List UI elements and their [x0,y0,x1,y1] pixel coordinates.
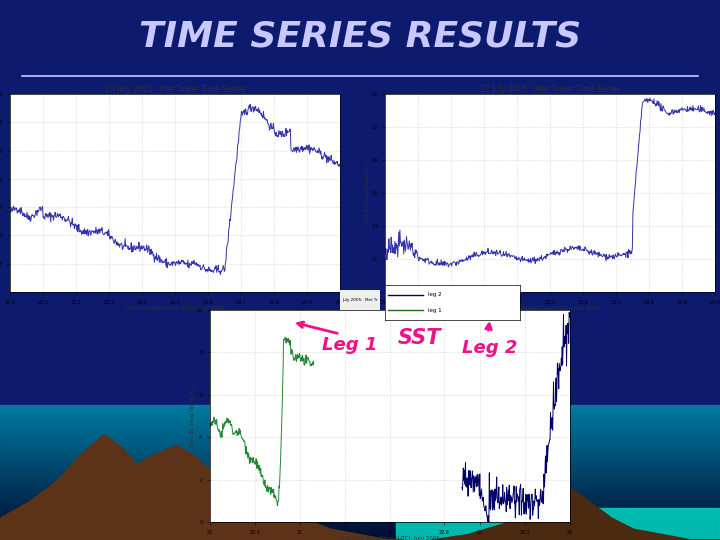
Bar [0,407,720,408]
Polygon shape [0,435,403,540]
Bar [0,469,720,471]
Bar [396,508,720,540]
Bar [0,484,720,486]
Text: July 2005:  Met Tr: July 2005: Met Tr [342,298,377,302]
Bar [0,516,720,518]
Bar [0,474,720,476]
Bar [0,430,720,432]
Bar [0,459,720,461]
Bar [0,530,720,531]
Bar [0,507,720,508]
Bar [0,483,720,484]
Bar [0,480,720,481]
Bar [0,438,720,441]
Bar [0,441,720,442]
Bar [0,486,720,488]
Bar [0,442,720,444]
X-axis label: Decimal Date/Time (UTC), July 2005: Decimal Date/Time (UTC), July 2005 [500,306,599,311]
Bar [0,500,720,501]
Bar [0,415,720,417]
Y-axis label: Sea St. (Avg Temp (C): Sea St. (Avg Temp (C) [190,386,194,446]
Bar [0,498,720,500]
Bar [0,528,720,530]
Bar [0,477,720,480]
Bar [0,537,720,538]
Bar [0,501,720,503]
Title: 20 July 2005:  Met Tower Time Series: 20 July 2005: Met Tower Time Series [104,85,246,94]
Bar [0,449,720,450]
Bar [0,518,720,519]
Bar [0,465,720,468]
Bar [0,429,720,430]
Bar [0,432,720,434]
Bar [0,510,720,511]
Bar [0,496,720,498]
Bar [0,526,720,528]
Bar [0,453,720,454]
Bar [0,538,720,540]
Bar [0,523,720,525]
Text: TIME SERIES RESULTS: TIME SERIES RESULTS [139,19,581,53]
Bar [0,435,720,437]
Bar [0,481,720,483]
Bar [0,410,720,411]
Bar [0,414,720,415]
X-axis label: Decimal Date/Time (UTC), July 2005: Decimal Date/Time (UTC), July 2005 [125,306,225,311]
Bar [0,420,720,422]
X-axis label: Decimal Date/Time (UTC), July 2005: Decimal Date/Time (UTC), July 2005 [341,536,439,540]
Bar [0,405,720,407]
Bar [0,456,720,457]
Bar [0,531,720,534]
Bar [0,426,720,427]
Bar [0,504,720,507]
Bar [0,417,720,418]
Bar [0,534,720,535]
Title: 23 July 2005:  Met Tower Time Series: 23 July 2005: Met Tower Time Series [480,85,621,94]
Bar [0,488,720,489]
Bar [0,513,720,515]
Bar [0,450,720,453]
Text: leg 1: leg 1 [428,308,442,313]
Bar [0,444,720,446]
Bar [0,434,720,435]
Bar [0,491,720,492]
Bar [0,422,720,423]
Bar [0,515,720,516]
Bar [0,446,720,447]
Y-axis label: Sea Surface Temp (C): Sea Surface Temp (C) [365,163,370,222]
Bar [0,508,720,510]
Bar [0,418,720,420]
Bar [0,462,720,464]
Text: Leg 2: Leg 2 [462,339,518,357]
Bar [0,447,720,449]
Bar [0,495,720,496]
Bar [0,503,720,504]
Bar [0,468,720,469]
Bar [0,535,720,537]
Bar [0,519,720,522]
Text: Leg 1: Leg 1 [323,336,378,354]
Text: SST: SST [398,328,441,348]
Bar [0,454,720,456]
Text: leg 2: leg 2 [428,292,442,298]
Bar [0,411,720,414]
Bar [0,427,720,429]
Bar [0,423,720,426]
Bar [0,472,720,474]
Bar [0,489,720,491]
Bar [0,437,720,438]
Bar [0,471,720,472]
Bar [0,457,720,459]
Bar [0,492,720,495]
Bar [0,476,720,477]
Bar [0,461,720,462]
Bar [0,408,720,410]
Bar [0,0,720,405]
Bar [0,522,720,523]
Bar [0,525,720,526]
Bar [0,511,720,513]
Bar [0,464,720,465]
Polygon shape [432,486,720,540]
